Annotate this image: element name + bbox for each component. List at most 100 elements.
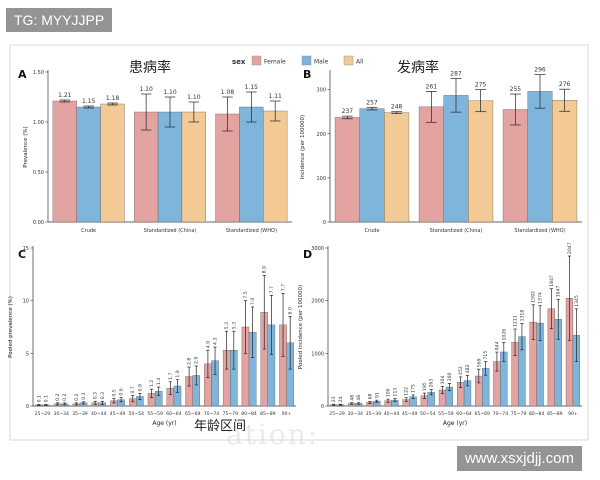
data-label-d: 2047 (567, 242, 573, 254)
legend-title: sex (232, 58, 246, 66)
legend-swatch-female (251, 55, 262, 66)
data-label-c: 0.9 (137, 384, 143, 391)
legend-label-male: Male (314, 59, 329, 66)
bar-b-all (552, 100, 578, 223)
bar-a-female (52, 100, 77, 223)
x-tick-label-c: 65~69 (185, 411, 201, 417)
data-label-d: 1847 (549, 275, 555, 287)
x-tick-label-c: 30~34 (53, 411, 69, 417)
data-label-c: 7.0 (250, 298, 256, 305)
legend-swatch-male (301, 55, 312, 66)
y-tick-label-b: 0 (323, 220, 326, 226)
background-watermark-text: ation: (226, 418, 320, 451)
x-tick-label-d: 65~69 (474, 411, 490, 417)
bar-b-all (384, 112, 410, 223)
bar-a-male (76, 106, 101, 223)
y-tick-label-d: 3000 (311, 246, 324, 252)
data-label-b: 248 (391, 104, 403, 111)
data-label-c: 2.8 (187, 358, 193, 365)
bar-b-male (443, 95, 469, 223)
y-tick-label-d: 2000 (311, 299, 324, 305)
data-label-c: 7.7 (281, 284, 287, 291)
y-tick-label-a: 1.50 (33, 70, 44, 76)
data-label-c: 0.2 (62, 393, 68, 400)
data-label-d: 304 (440, 375, 446, 384)
x-tick-label-b: Standardized (WHO) (514, 228, 565, 234)
data-label-b: 276 (559, 81, 571, 88)
data-label-c: 4.3 (213, 338, 219, 345)
y-tick-label-a: 1.00 (33, 120, 44, 126)
data-label-d: 48 (356, 395, 362, 401)
y-tick-label-c: 0 (26, 404, 29, 410)
data-label-c: 0.2 (74, 393, 80, 400)
data-label-c: 0.2 (55, 393, 61, 400)
data-label-a: 1.11 (269, 93, 283, 100)
x-axis-label-c: Age (yr) (152, 420, 176, 427)
data-label-d: 1026 (501, 329, 507, 341)
y-tick-label-b: 100 (316, 176, 326, 182)
bar-b-all (468, 100, 494, 223)
data-label-b: 255 (510, 86, 522, 93)
x-tick-label-c: 75~79 (222, 411, 238, 417)
data-label-a: 1.18 (106, 95, 120, 102)
x-tick-label-c: 85~89 (260, 411, 276, 417)
data-label-d: 452 (458, 366, 464, 375)
x-tick-label-c: 35~39 (72, 411, 88, 417)
y-axis-label-b: Incidence (per 100000) (300, 115, 306, 179)
data-label-d: 68 (367, 393, 373, 399)
data-label-d: 91 (374, 392, 380, 398)
x-tick-label-d: 70~74 (493, 411, 509, 417)
data-label-c: 1.2 (149, 380, 155, 387)
bar-b-male (359, 108, 385, 223)
y-tick-label-b: 200 (316, 132, 326, 138)
x-tick-label-d: 50~54 (420, 411, 436, 417)
data-label-d: 113 (392, 388, 398, 397)
legend-label-female: Female (264, 59, 286, 66)
data-label-d: 715 (483, 351, 489, 360)
data-label-a: 1.10 (163, 89, 177, 96)
y-axis-label-d: Pooled incidence (per 100000) (298, 285, 304, 369)
bar-a-all (263, 110, 288, 223)
data-label-d: 1318 (519, 310, 525, 322)
panel-title-a: 患病率 (129, 59, 171, 76)
data-label-c: 8.9 (262, 266, 268, 273)
data-label-c: 1.9 (175, 370, 181, 377)
data-label-c: 0.6 (119, 388, 125, 395)
data-label-d: 195 (422, 382, 428, 391)
data-label-a: 1.10 (139, 86, 153, 93)
data-label-c: 5.3 (224, 322, 230, 329)
x-tick-label-c: 45~49 (110, 411, 126, 417)
x-tick-label-d: 25~29 (329, 411, 345, 417)
x-tick-label-c: 90+ (282, 411, 292, 417)
data-label-b: 237 (342, 108, 354, 115)
data-label-d: 1211 (513, 315, 519, 327)
y-tick-label-c: 5 (26, 351, 29, 357)
panel-title-b: 发病率 (397, 59, 439, 76)
data-label-d: 100 (386, 388, 392, 397)
figure-frame (9, 44, 589, 441)
x-tick-label-d: 30~34 (347, 411, 363, 417)
data-label-a: 1.08 (221, 89, 235, 96)
y-tick-label-a: 0.00 (33, 220, 44, 226)
data-label-b: 296 (534, 67, 546, 74)
y-axis-label-a: Prevalence (%) (23, 126, 29, 167)
data-label-b: 287 (450, 71, 462, 78)
data-label-d: 1592 (531, 291, 537, 303)
x-tick-label-c: 50~54 (129, 411, 145, 417)
y-tick-label-c: 10 (23, 299, 29, 305)
data-label-a: 1.15 (82, 98, 96, 105)
data-label-c: 0.1 (43, 395, 49, 402)
data-label-d: 482 (465, 365, 471, 374)
top-watermark: TG: MYYJJPP (6, 8, 113, 32)
bar-b-female (502, 109, 528, 223)
x-tick-label-d: 80~84 (529, 411, 545, 417)
x-tick-label-c: 55~59 (147, 411, 163, 417)
panel-letter-b: B (303, 68, 311, 81)
y-axis-label-c: Pooled prevalence (%) (8, 296, 14, 358)
data-label-d: 48 (349, 395, 355, 401)
x-axis-label-d: Age (yr) (443, 420, 467, 427)
bottom-watermark: www.xsxjdjj.com (456, 446, 582, 471)
legend-swatch-all (343, 55, 354, 66)
x-tick-label-c: 25~29 (35, 411, 51, 417)
